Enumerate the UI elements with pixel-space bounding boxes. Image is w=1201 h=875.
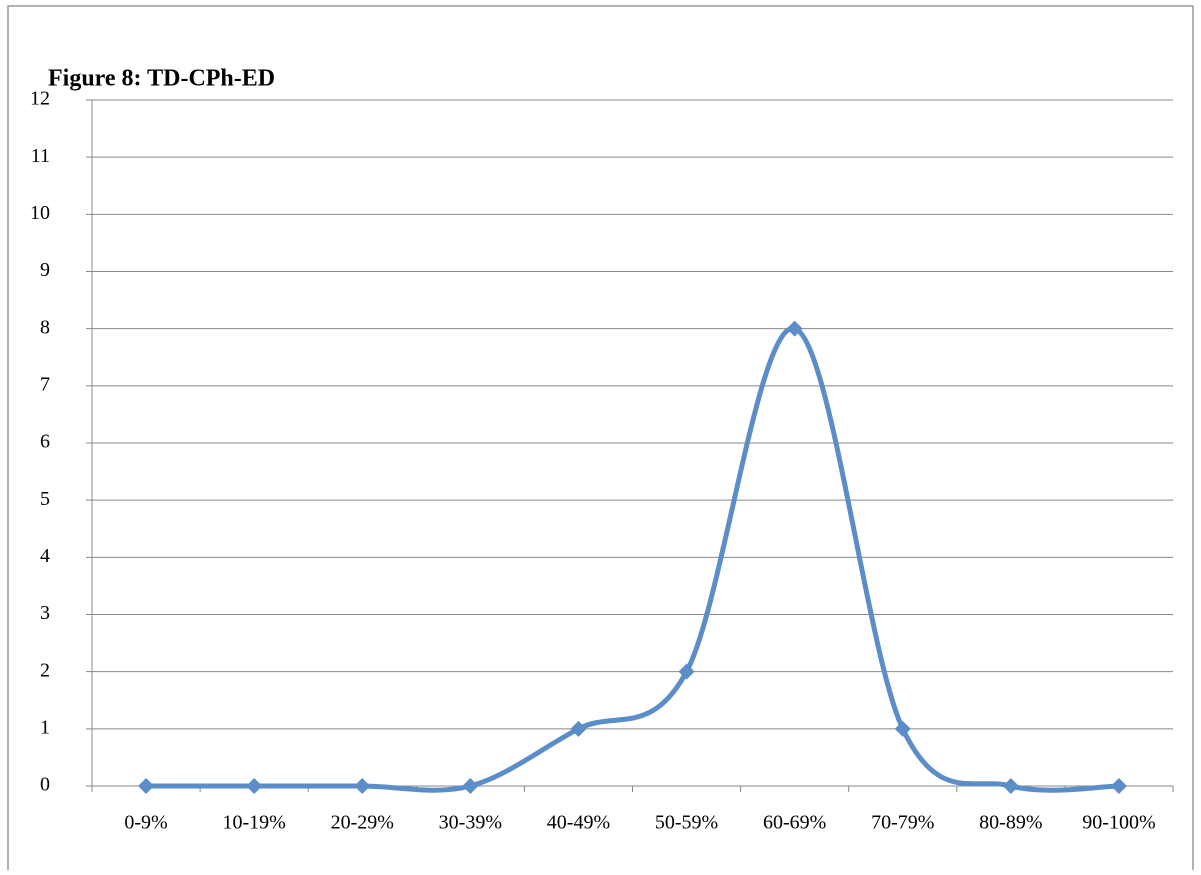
- x-tick-label: 90-100%: [1082, 812, 1155, 834]
- line: [146, 326, 1119, 793]
- marker: [138, 778, 155, 794]
- y-tick-label: 9: [40, 259, 50, 281]
- x-tick-label: 20-29%: [331, 812, 394, 834]
- x-tick-label: 0-9%: [124, 812, 167, 834]
- y-tick-label: 2: [40, 659, 50, 681]
- x-tick-label: 70-79%: [871, 812, 934, 834]
- y-tick-label: 6: [40, 431, 50, 453]
- x-tick-label: 10-19%: [222, 812, 285, 834]
- y-tick-label: 1: [40, 716, 50, 738]
- marker: [246, 778, 263, 794]
- marker: [570, 720, 587, 737]
- y-tick-label: 8: [40, 316, 50, 338]
- marker: [462, 778, 479, 794]
- marker: [678, 663, 695, 680]
- y-tick-label: 3: [40, 602, 50, 624]
- marker: [786, 320, 803, 337]
- y-tick-label: 11: [31, 145, 50, 167]
- marker: [1110, 778, 1127, 794]
- y-tick-label: 4: [40, 545, 50, 567]
- y-tick-label: 12: [30, 88, 50, 110]
- x-tick-label: 40-49%: [547, 812, 610, 834]
- y-tick-label: 5: [40, 488, 50, 510]
- x-tick-label: 30-39%: [439, 812, 502, 834]
- marker: [1002, 778, 1019, 794]
- x-tick-label: 80-89%: [979, 812, 1042, 834]
- marker: [354, 778, 371, 794]
- x-tick-label: 50-59%: [655, 812, 718, 834]
- chart-frame: [7, 5, 1194, 870]
- y-tick-label: 7: [40, 373, 50, 395]
- marker: [894, 720, 911, 737]
- x-tick-label: 60-69%: [763, 812, 826, 834]
- chart-title: Figure 8: TD-CPh-ED: [48, 66, 275, 92]
- y-tick-label: 10: [30, 202, 50, 224]
- y-tick-label: 0: [40, 774, 50, 796]
